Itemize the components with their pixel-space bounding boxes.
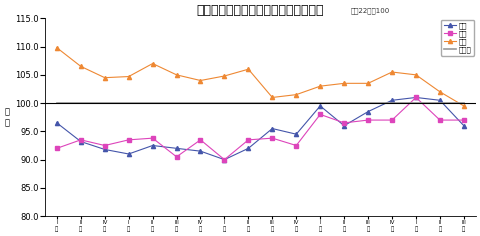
先端 [198,150,204,152]
出荷 [150,62,156,65]
基調値 [102,102,108,105]
先端 [341,124,347,127]
出荷 [78,65,84,68]
出荷 [126,75,132,78]
出荷 [365,82,371,85]
先端 [365,110,371,113]
Title: 鉱工業指数の推移（季節調整済指数）: 鉱工業指数の推移（季節調整済指数） [197,4,324,17]
素材 [198,139,204,141]
基調値 [389,102,395,105]
基調値 [174,102,180,105]
出荷 [102,76,108,79]
先端 [293,133,299,136]
出荷 [222,75,228,77]
出荷 [341,82,347,85]
基調値 [78,102,84,105]
基調値 [413,102,419,105]
基調値 [341,102,347,105]
出荷 [413,73,419,76]
素材 [222,158,228,161]
素材 [174,155,180,158]
出荷 [437,90,443,93]
Text: 平成22年＝100: 平成22年＝100 [350,7,390,14]
基調値 [126,102,132,105]
出荷 [198,79,204,82]
出荷 [269,96,275,99]
素材 [126,139,132,141]
先端 [389,99,395,102]
素材 [317,113,323,116]
先端 [150,144,156,147]
素材 [413,96,419,99]
Line: 先端: 先端 [55,95,466,162]
素材 [341,122,347,124]
先端 [78,140,84,143]
先端 [126,152,132,155]
先端 [269,127,275,130]
素材 [150,137,156,139]
素材 [293,144,299,147]
基調値 [269,102,275,105]
Legend: 先端, 素材, 出荷, 基調値: 先端, 素材, 出荷, 基調値 [441,20,474,56]
先端 [437,99,443,102]
先端 [102,148,108,151]
先端 [245,147,251,150]
先端 [461,124,467,127]
先端 [413,96,419,99]
基調値 [54,102,60,105]
素材 [54,147,60,150]
基調値 [437,102,443,105]
先端 [54,122,60,124]
Line: 出荷: 出荷 [55,46,466,108]
素材 [245,139,251,141]
出荷 [174,73,180,76]
出荷 [461,105,467,107]
素材 [269,137,275,139]
素材 [102,144,108,147]
先端 [222,158,228,161]
基調値 [365,102,371,105]
基調値 [293,102,299,105]
基調値 [245,102,251,105]
素材 [461,119,467,122]
出荷 [293,93,299,96]
素材 [437,119,443,122]
基調値 [222,102,228,105]
素材 [78,139,84,141]
基調値 [317,102,323,105]
基調値 [198,102,204,105]
基調値 [150,102,156,105]
基調値 [461,102,467,105]
出荷 [389,71,395,73]
Y-axis label: 指
数: 指 数 [4,108,9,127]
素材 [365,119,371,122]
Line: 素材: 素材 [55,95,466,162]
先端 [174,147,180,150]
出荷 [54,46,60,49]
素材 [389,119,395,122]
先端 [317,105,323,107]
出荷 [245,68,251,71]
出荷 [317,85,323,88]
